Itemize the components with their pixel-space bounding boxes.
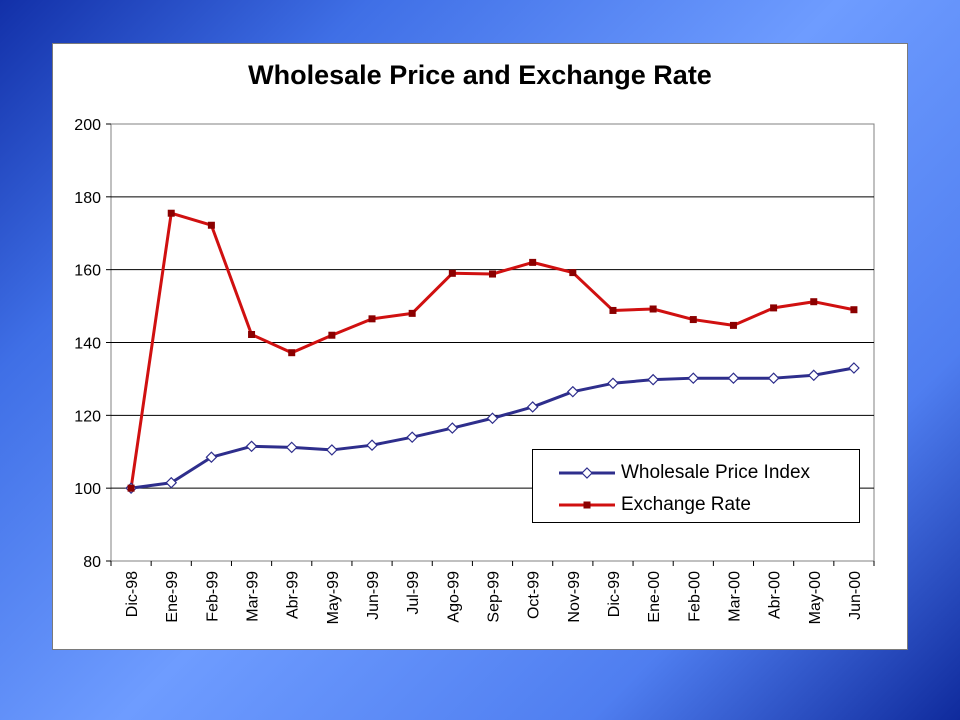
data-point-wpi xyxy=(326,444,338,456)
data-point-wpi xyxy=(687,372,700,385)
y-tick-label: 100 xyxy=(74,481,101,498)
legend-item-wpi: Wholesale Price Index xyxy=(533,458,859,488)
legend: Wholesale Price Index Exchange Rate xyxy=(532,449,860,523)
data-point-exchange xyxy=(649,305,657,313)
x-tick-label: Mar-99 xyxy=(245,571,262,622)
x-tick-label: Mar-00 xyxy=(726,571,743,622)
x-tick-label: Feb-00 xyxy=(686,571,703,622)
data-point-exchange xyxy=(448,269,456,277)
data-point-wpi xyxy=(486,412,499,425)
data-point-exchange xyxy=(729,321,737,329)
data-point-wpi xyxy=(727,372,740,385)
data-point-wpi xyxy=(848,362,860,374)
y-tick-label: 120 xyxy=(74,408,101,425)
data-point-wpi xyxy=(366,439,378,452)
data-point-wpi xyxy=(446,422,459,434)
data-point-wpi xyxy=(647,373,659,386)
data-point-exchange xyxy=(489,270,496,278)
data-point-exchange xyxy=(248,330,256,338)
x-tick-label: Feb-99 xyxy=(204,571,221,622)
legend-label-wpi: Wholesale Price Index xyxy=(621,462,811,483)
x-tick-label: Oct-99 xyxy=(526,571,543,619)
x-tick-label: Jun-99 xyxy=(365,571,382,620)
data-point-exchange xyxy=(689,316,697,324)
y-tick-label: 180 xyxy=(74,190,101,207)
data-point-wpi xyxy=(205,451,218,464)
x-tick-label: Nov-99 xyxy=(566,571,583,623)
data-point-exchange xyxy=(328,331,336,339)
data-point-exchange xyxy=(850,306,858,314)
x-tick-label: Dic-98 xyxy=(124,571,141,617)
data-point-exchange xyxy=(368,315,376,323)
data-point-wpi xyxy=(406,431,419,444)
data-point-wpi xyxy=(607,377,619,390)
data-point-exchange xyxy=(167,209,175,217)
data-point-exchange xyxy=(408,309,416,317)
data-point-wpi xyxy=(767,372,780,385)
x-tick-label: Ene-00 xyxy=(646,571,663,623)
data-point-wpi xyxy=(245,440,258,453)
x-tick-label: Ene-99 xyxy=(164,571,181,623)
data-point-exchange xyxy=(529,258,537,266)
data-point-exchange xyxy=(609,306,617,314)
legend-swatch-exchange xyxy=(559,501,615,509)
y-tick-label: 80 xyxy=(83,554,101,571)
chart-panel: Wholesale Price and Exchange Rate 80 100 1… xyxy=(52,43,908,650)
x-tick-label: Ago-99 xyxy=(445,571,462,623)
data-point-exchange xyxy=(569,269,577,277)
x-tick-label: Dic-99 xyxy=(606,571,623,617)
y-tick-label: 200 xyxy=(74,117,101,134)
legend-item-exchange: Exchange Rate xyxy=(533,490,859,520)
data-point-exchange xyxy=(207,221,215,229)
x-tick-label: Jun-00 xyxy=(847,571,864,620)
x-tick-label: Abr-00 xyxy=(767,571,784,619)
x-tick-label: May-00 xyxy=(807,571,824,624)
data-point-exchange xyxy=(810,298,818,306)
chart-title: Wholesale Price and Exchange Rate xyxy=(248,60,712,90)
data-point-wpi xyxy=(285,441,298,454)
data-point-exchange xyxy=(288,349,296,357)
data-point-wpi xyxy=(526,401,539,413)
x-tick-label: Sep-99 xyxy=(486,571,503,623)
data-point-wpi xyxy=(566,385,579,398)
data-point-wpi xyxy=(807,369,820,382)
y-tick-label: 160 xyxy=(74,263,101,280)
x-tick-label: Abr-99 xyxy=(285,571,302,619)
y-tick-label: 140 xyxy=(74,336,101,353)
legend-label-exchange: Exchange Rate xyxy=(621,494,751,515)
chart-plot: 80 100 120 140 160 180 200 Dic-98 Ene-99 Feb-99 Ma… xyxy=(74,117,875,624)
data-point-exchange xyxy=(127,484,135,492)
data-point-wpi xyxy=(165,476,178,489)
legend-swatch-wpi xyxy=(559,467,615,479)
x-tick-label: May-99 xyxy=(325,571,342,624)
x-tick-label: Jul-99 xyxy=(405,571,422,615)
data-point-exchange xyxy=(770,304,778,312)
